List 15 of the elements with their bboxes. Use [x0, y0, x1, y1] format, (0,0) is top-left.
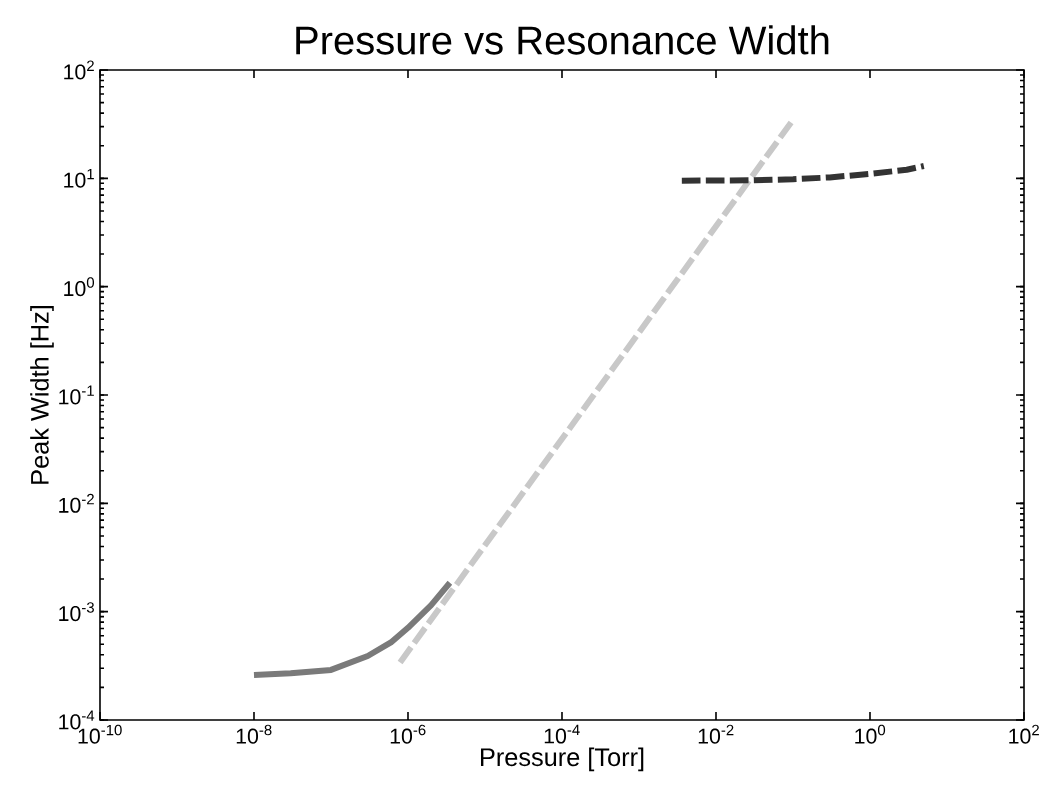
y-tick-label: 10$^{-1}$ [59, 385, 94, 405]
y-tick-label: 10$^{0}$ [64, 277, 95, 297]
y-axis-title: Peak Width [Hz] [30, 306, 54, 484]
y-tick-label: 10$^{-2}$ [59, 493, 94, 513]
x-tick-label: 10$^{-2}$ [698, 724, 734, 744]
y-tick-label: 10$^{1}$ [64, 168, 94, 188]
y-tick-label: 10$^{-3}$ [59, 602, 94, 622]
x-tick-label: 10$^{0}$ [855, 724, 886, 744]
x-tick-label: 10$^{-8}$ [236, 724, 272, 744]
x-axis-title: Pressure [Torr] [481, 747, 644, 772]
x-tick-label: 10$^{-4}$ [544, 724, 580, 744]
chart-title: Pressure vs Resonance Width [296, 25, 829, 55]
x-tick-label: 10$^{2}$ [1009, 724, 1039, 744]
y-tick-label: 10$^{2}$ [64, 60, 94, 80]
x-tick-label: 10$^{-6}$ [390, 724, 426, 744]
